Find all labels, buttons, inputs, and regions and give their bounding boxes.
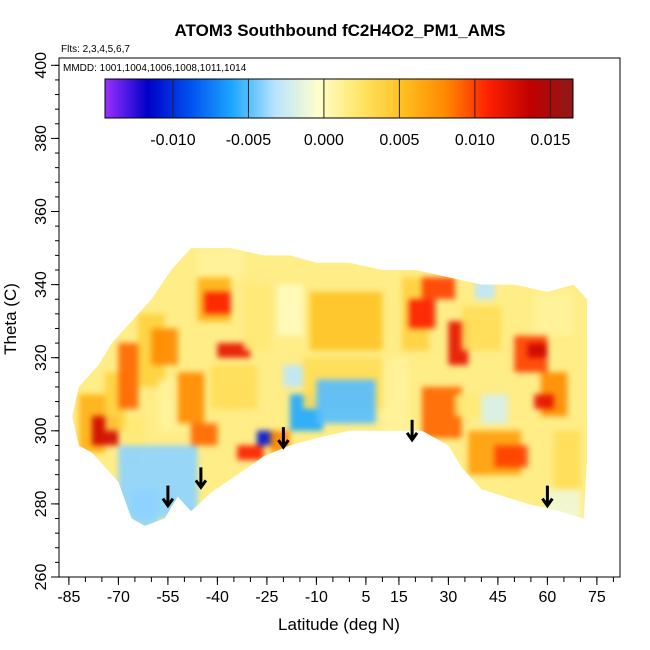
heat-cell [540,372,568,417]
heat-cell [217,343,251,358]
arrows [161,419,554,509]
arrow-marker [194,467,208,490]
heat-cell [461,306,502,351]
arrow-marker [277,427,290,450]
x-tick-label: -85 [57,589,80,606]
x-tick-label: 75 [588,589,606,606]
colorbar: -0.010 -0.005 0.000 0.005 0.010 0.015 [104,78,574,149]
heat-cell [237,445,264,460]
heat-cell [283,365,304,387]
heat-cell [474,277,495,300]
x-axis-label: Latitude (deg N) [278,615,400,634]
heat-cell [243,284,271,351]
heat-cell [534,394,554,409]
y-tick-label: 400 [33,52,50,79]
heat-cell [481,394,508,424]
x-tick-label: -25 [255,589,278,606]
x-tick-label: -70 [107,589,130,606]
heat-cell [204,291,231,314]
heat-cell [151,328,178,365]
heat-cell [309,291,383,351]
x-tick-label: -10 [305,589,328,606]
heat-cell [118,343,139,409]
x-tick-label: 30 [440,589,458,606]
colorbar-tick-label: 0.000 [304,132,344,149]
heat-cell [527,343,548,358]
heat-cell [131,489,158,526]
arrow-marker [541,485,554,509]
y-axis: 260 280 300 320 340 360 380 400 [33,52,59,590]
heat-cell [197,248,244,278]
heat-cell [276,284,304,336]
x-tick-label: 5 [361,589,370,606]
heat-cell [494,445,528,468]
colorbar-tick-label: -0.005 [226,132,271,149]
heat-cell [547,489,581,519]
heat-cell [408,299,436,329]
y-tick-label: 360 [33,198,50,225]
mmdd-label: MMDD: 1001,1004,1006,1008,1011,1014 [63,63,247,74]
heat-cell [210,365,257,409]
y-tick-label: 320 [33,344,50,371]
x-tick-label: 60 [539,589,557,606]
heat-cell [191,423,218,446]
colorbar-gradient [104,78,574,119]
colorbar-tick-label: 0.010 [455,132,495,149]
arrow-marker [161,485,175,509]
flights-label: Flts: 2,3,4,5,6,7 [61,44,130,55]
plot-frame [58,57,621,578]
heat-cell [422,277,455,300]
heat-cell [382,357,409,439]
y-tick-label: 300 [33,417,50,444]
x-tick-label: -55 [156,589,179,606]
y-axis-label: Theta (C) [1,283,20,355]
colorbar-tick-label: 0.015 [530,132,570,149]
y-tick-label: 280 [33,490,50,517]
y-tick-label: 380 [33,125,50,152]
y-tick-label: 260 [33,564,50,591]
x-tick-label: 45 [489,589,507,606]
heat-cell [455,394,482,417]
arrow-marker [405,419,419,443]
heat-cell [177,372,205,424]
x-tick-label: -40 [206,589,229,606]
colorbar-tick-label: 0.005 [379,132,419,149]
heat-cell [316,379,376,424]
chart-title: ATOM3 Southbound fC2H4O2_PM1_AMS [175,21,506,40]
x-axis: -85 -70 -55 -40 -25 -10 5 15 30 45 60 75 [57,577,614,606]
heat-cell [534,291,574,336]
y-tick-label: 340 [33,271,50,298]
x-tick-label: 15 [390,589,408,606]
colorbar-tick-label: -0.010 [150,132,195,149]
